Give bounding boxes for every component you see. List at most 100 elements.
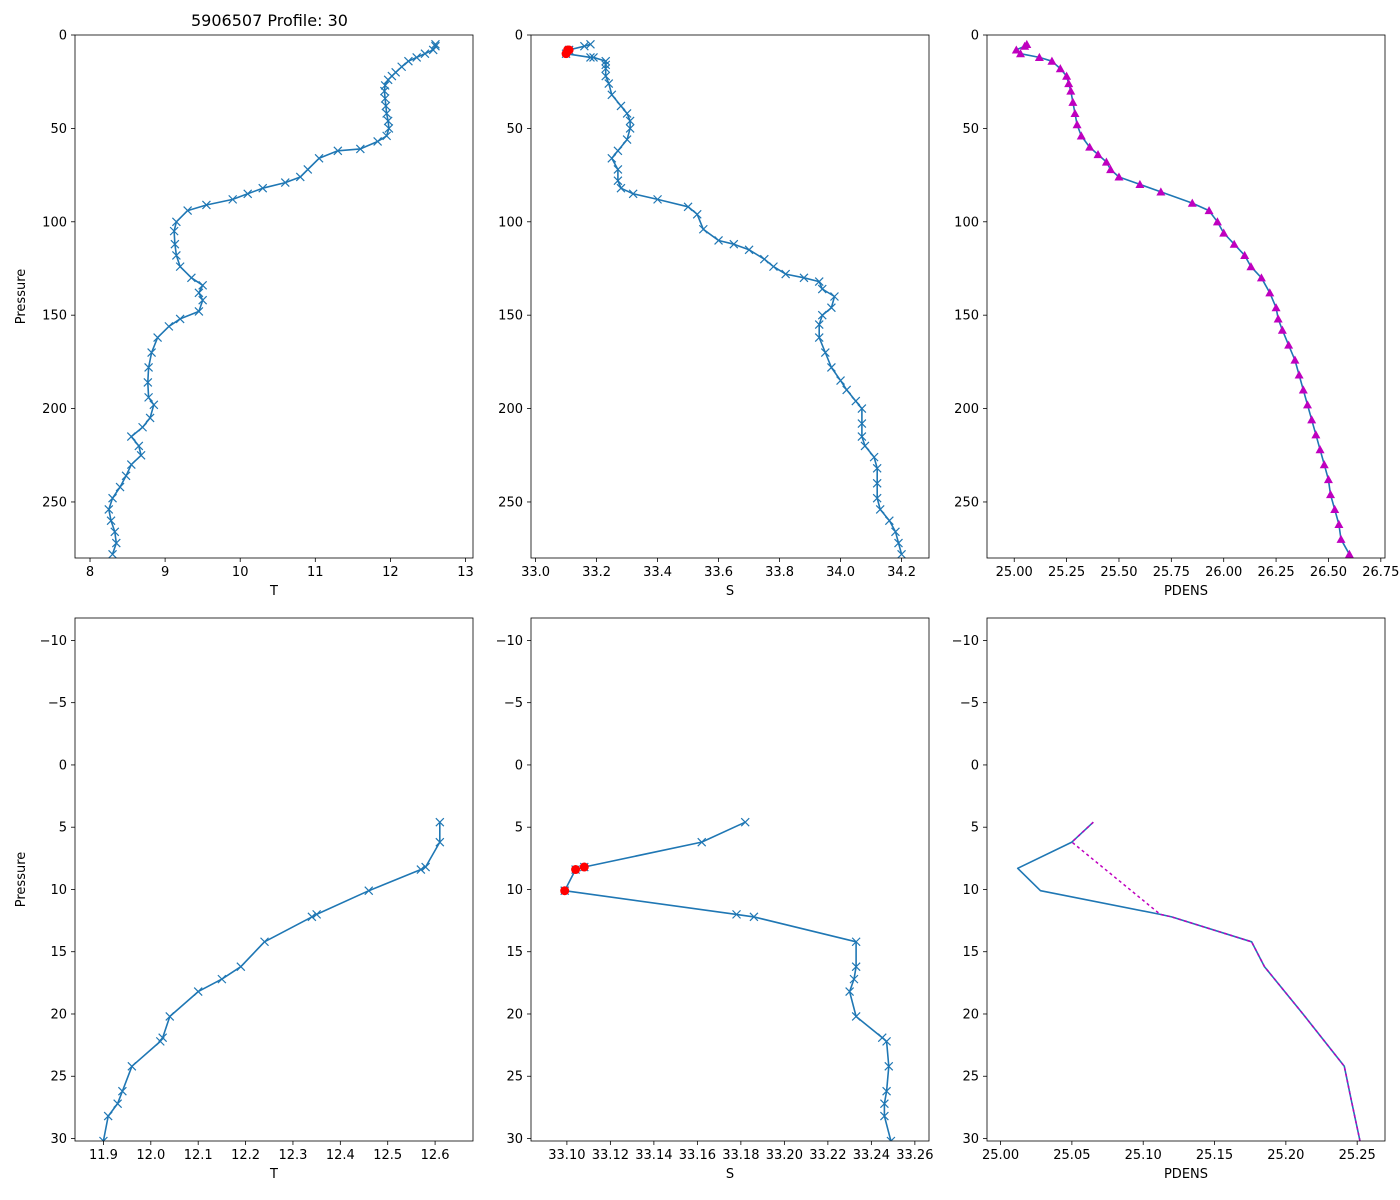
data-point-triangle-marker [1187, 198, 1197, 207]
data-point-triangle-marker [1070, 108, 1080, 118]
data-point-x-marker [431, 39, 440, 49]
x-tick-label: 34.0 [826, 565, 855, 580]
data-point-x-marker [817, 284, 827, 294]
x-tick-label: 25.25 [1048, 565, 1085, 580]
x-tick-label: 33.8 [765, 565, 794, 580]
data-point-x-marker [732, 909, 741, 919]
data-point-x-marker [155, 1036, 165, 1046]
y-tick-label: 200 [954, 402, 979, 417]
data-point-triangle-marker [1271, 303, 1281, 312]
data-point-x-marker [380, 94, 390, 103]
data-point-x-marker [820, 348, 830, 357]
data-point-x-marker [379, 86, 389, 96]
data-point-x-marker [894, 538, 903, 548]
data-point-triangle-marker [1344, 549, 1354, 558]
data-point-x-marker [586, 39, 595, 49]
data-point-x-marker [622, 109, 632, 118]
data-point-x-marker [382, 109, 392, 118]
data-point-triangle-marker [1047, 56, 1057, 65]
data-point-x-marker [884, 516, 894, 526]
data-point-x-marker [875, 505, 885, 514]
y-tick-label: 20 [506, 1007, 523, 1022]
y-tick-label: 100 [498, 215, 523, 230]
x-tick-label: 26.00 [1205, 565, 1242, 580]
data-point-x-marker [601, 64, 611, 74]
data-point-x-marker [879, 1099, 889, 1109]
data-point-x-marker [884, 1061, 894, 1071]
y-tick-label: 100 [42, 215, 67, 230]
data-point-triangle-marker [1076, 131, 1086, 140]
y-tick-label: −10 [40, 634, 67, 649]
x-tick-label: 11 [307, 565, 324, 580]
data-point-x-marker [586, 52, 595, 62]
axes-frame [530, 617, 930, 1142]
y-tick-label: 30 [506, 1132, 523, 1147]
data-point-triangle-marker [1219, 228, 1229, 237]
x-tick-label: 12.1 [184, 1148, 213, 1163]
x-tick-label: 8 [86, 565, 94, 580]
data-point-x-marker [145, 413, 155, 423]
data-point-x-marker [381, 101, 391, 111]
data-point-x-marker [99, 1136, 108, 1141]
data-point-x-marker [428, 45, 438, 55]
x-tick-label: 12.2 [231, 1148, 260, 1163]
x-tick-label: 33.4 [643, 565, 672, 580]
y-tick-label: 50 [506, 122, 523, 137]
flagged-point [560, 886, 570, 896]
y-tick-label: 10 [506, 883, 523, 898]
flagged-point [579, 862, 589, 872]
data-point-x-marker [373, 137, 383, 146]
data-point-x-marker [175, 314, 185, 324]
x-tick-label: 12.5 [373, 1148, 402, 1163]
data-point-x-marker [814, 333, 824, 343]
data-point-triangle-marker [1064, 79, 1074, 88]
x-tick-label: 12 [382, 565, 399, 580]
y-tick-label: 0 [515, 758, 523, 773]
data-point-x-marker [312, 909, 322, 919]
data-point-x-marker [714, 236, 723, 245]
chart-bottom-density: 25.00 25.05 25.10 25.15 25.20 25.25 −10 −5 0 5 10 1… [952, 617, 1386, 1182]
data-point-x-marker [147, 348, 157, 357]
data-series [99, 817, 445, 1141]
data-point-x-marker [355, 144, 365, 154]
data-point-x-marker [799, 273, 809, 283]
chart-top-density: 25.00 25.25 25.50 25.75 26.00 26.25 26.50 26.75… [954, 29, 1399, 600]
data-point-x-marker [613, 176, 623, 186]
y-tick-label: 150 [954, 309, 979, 324]
x-tick-label: 25.00 [982, 1148, 1019, 1163]
data-point-x-marker [183, 206, 193, 216]
data-point-x-marker [217, 974, 227, 984]
data-series [1016, 821, 1361, 1141]
y-tick-label: 20 [50, 1007, 67, 1022]
x-tick-label: 10 [232, 565, 249, 580]
data-point-x-marker [198, 280, 208, 290]
data-point-x-marker [579, 41, 589, 51]
data-point-x-marker [198, 295, 208, 305]
data-point-x-marker [769, 262, 778, 272]
data-point-triangle-marker [1311, 430, 1321, 439]
data-point-x-marker [175, 262, 185, 272]
data-point-triangle-marker [1323, 475, 1333, 484]
y-tick-label: 15 [50, 945, 67, 960]
data-point-triangle-marker [1011, 45, 1021, 54]
data-point-x-marker [604, 79, 614, 88]
data-point-x-marker [826, 363, 836, 372]
data-point-x-marker [625, 116, 635, 126]
data-point-x-marker [749, 912, 759, 922]
x-axis-label: S [726, 584, 734, 599]
y-tick-label: 250 [42, 495, 67, 510]
data-point-x-marker [872, 493, 882, 503]
data-point-x-marker [403, 56, 413, 66]
data-point-x-marker [113, 1099, 123, 1109]
x-axis-label: PDENS [1164, 584, 1208, 599]
data-point-x-marker [886, 1136, 896, 1141]
data-point-triangle-marker [1055, 64, 1065, 73]
y-tick-label: −10 [496, 634, 523, 649]
data-point-x-marker [258, 183, 268, 193]
x-tick-label: 25.00 [996, 565, 1033, 580]
y-axis-label: Pressure [14, 852, 29, 908]
data-point-triangle-marker [1334, 519, 1344, 528]
data-point-triangle-marker [1093, 150, 1103, 159]
x-tick-label: 34.2 [887, 565, 916, 580]
x-tick-label: 12.0 [136, 1148, 165, 1163]
